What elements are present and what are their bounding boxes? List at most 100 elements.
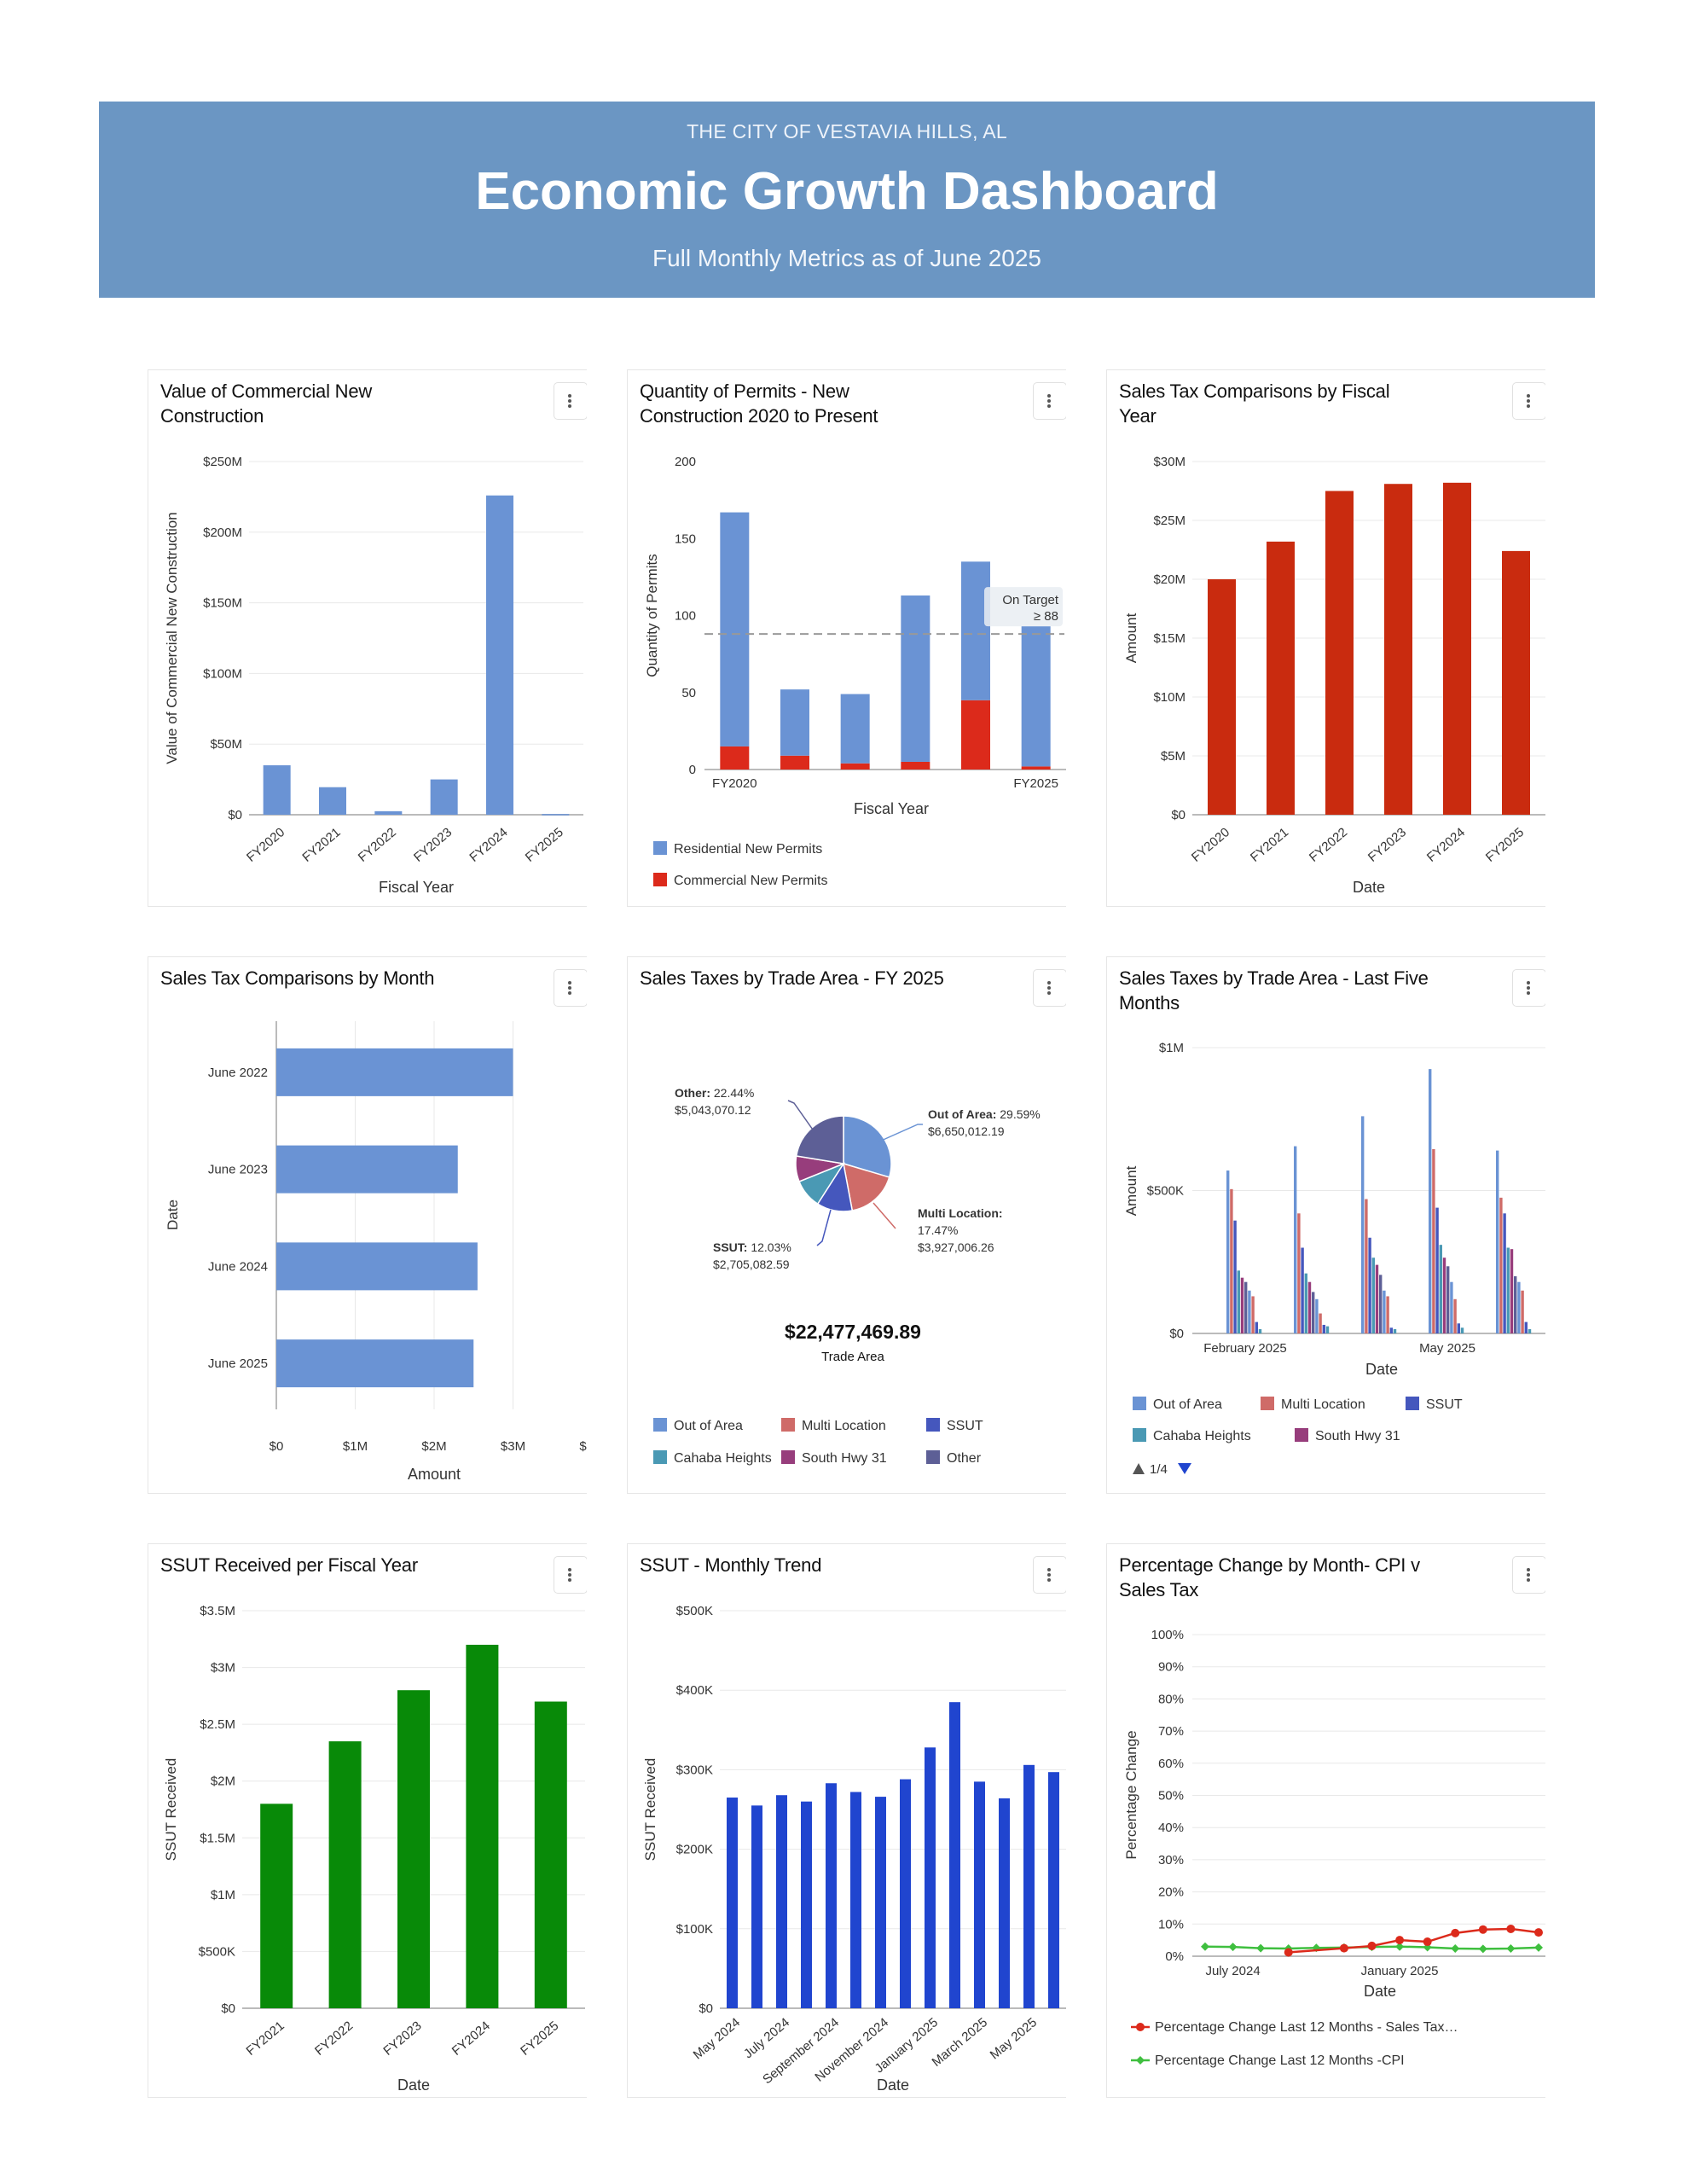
bar [900, 1779, 911, 2008]
y-tick-label: $200K [676, 1843, 713, 1857]
bar [1240, 1277, 1244, 1333]
x-tick-label: FY2020 [1189, 825, 1232, 865]
y-tick-label: $500K [676, 1604, 713, 1618]
bar [925, 1747, 936, 2008]
x-tick-label: FY2025 [1483, 825, 1527, 865]
x-tick-label: FY2023 [380, 2018, 424, 2059]
legend-label: Percentage Change Last 12 Months - Sales… [1155, 2020, 1458, 2035]
bar [1502, 550, 1530, 815]
bar [1443, 482, 1471, 815]
x-axis-label: Date [1365, 1361, 1398, 1378]
card-title-line: SSUT - Monthly Trend [640, 1554, 822, 1576]
bar [1393, 1328, 1397, 1333]
chart-menu-button[interactable] [1512, 382, 1545, 420]
x-tick-label: FY2024 [467, 825, 510, 865]
bar [751, 1805, 762, 2008]
x-tick-label: $1M [343, 1439, 368, 1454]
y-tick-label: 0% [1165, 1949, 1184, 1964]
legend-label: Out of Area [674, 1419, 743, 1433]
card-title: Sales Taxes by Trade Area - Last Five Mon… [1119, 966, 1429, 1015]
y-tick-label: 20% [1158, 1885, 1184, 1900]
bar-segment [840, 694, 870, 764]
y-axis-label: Date [165, 1199, 181, 1230]
pie-callout-text: 17.47% [918, 1223, 958, 1237]
legend-swatch [1261, 1397, 1274, 1410]
bar [1442, 1258, 1446, 1333]
y-tick-label: $300K [676, 1763, 713, 1777]
callout-line [787, 1100, 815, 1133]
chart-svg: $0 $500K $1M $1.5M $2M $2.5M $3M $3.5M FY2021 FY2… [163, 1604, 585, 2094]
x-tick-label: May 2025 [1419, 1341, 1475, 1356]
bar [1386, 1296, 1389, 1333]
x-tick-label: $2M [421, 1439, 446, 1454]
page-subtitle: Full Monthly Metrics as of June 2025 [652, 245, 1041, 271]
bar [1258, 1328, 1262, 1333]
bar [534, 1701, 567, 2008]
bar [1510, 1249, 1514, 1333]
chart-menu-button[interactable] [1512, 969, 1545, 1007]
chart-menu-button[interactable] [554, 1556, 587, 1594]
card-title-line: Percentage Change by Month- CPI v [1119, 1554, 1420, 1576]
y-tick-label: 70% [1158, 1724, 1184, 1739]
y-tick-label: $50M [210, 737, 242, 752]
x-tick-label: FY2021 [1248, 825, 1291, 865]
legend-label: South Hwy 31 [1315, 1429, 1400, 1443]
y-tick-label: $0 [1171, 808, 1186, 822]
x-tick-label: $4M [579, 1439, 587, 1454]
x-tick-label: FY2023 [411, 825, 455, 865]
bar [1496, 1150, 1499, 1333]
pie-slice [843, 1115, 892, 1178]
card-title: Sales Tax Comparisons by Month [160, 966, 435, 990]
bar [1432, 1148, 1435, 1333]
pie-callout-text: $5,043,070.12 [675, 1103, 751, 1117]
card-title-line: Construction 2020 to Present [640, 405, 878, 427]
more-vertical-icon [568, 394, 571, 408]
bar [1457, 1323, 1460, 1333]
x-tick-label: FY2023 [1365, 825, 1409, 865]
y-axis-label: Amount [1123, 613, 1139, 663]
y-tick-label: 150 [675, 531, 696, 546]
card-cpi-vs-sales-tax: Percentage Change by Month- CPI v Sales T… [1106, 1543, 1545, 2098]
y-tick-label: 30% [1158, 1853, 1184, 1867]
legend-label: Commercial New Permits [674, 874, 827, 888]
bar-segment [840, 763, 870, 770]
y-axis-label: SSUT Received [163, 1758, 179, 1862]
y-tick-label: 90% [1158, 1660, 1184, 1675]
legend-label: Other [947, 1451, 982, 1466]
bar [875, 1797, 886, 2008]
bar [466, 1644, 499, 2008]
bar [1435, 1207, 1439, 1333]
y-tick-label: $200M [203, 526, 242, 540]
chart-menu-button[interactable] [554, 382, 587, 420]
card-ssut-monthly: SSUT - Monthly Trend $0 $100K $200K $300K $40… [627, 1543, 1066, 2098]
series-point [1534, 1943, 1543, 1952]
card-trade-area-fy: Sales Taxes by Trade Area - FY 2025 Out o… [627, 956, 1066, 1494]
bar [1325, 1326, 1330, 1333]
x-tick-label: February 2025 [1203, 1341, 1287, 1356]
bar [999, 1798, 1010, 2008]
bar [1304, 1273, 1307, 1333]
pie-callout-text: $3,927,006.26 [918, 1240, 994, 1254]
chart-menu-button[interactable] [554, 969, 587, 1007]
y-tick-label: $0 [228, 808, 242, 822]
x-tick-label: FY2020 [712, 776, 757, 791]
legend-swatch [653, 1418, 667, 1432]
bar [1383, 1290, 1386, 1333]
y-tick-label: $2M [211, 1774, 235, 1789]
chart-menu-button[interactable] [1033, 969, 1066, 1007]
y-tick-label: $30M [1153, 455, 1186, 469]
legend-label: Residential New Permits [674, 842, 822, 857]
bar [1312, 1292, 1315, 1333]
chart-menu-button[interactable] [1033, 382, 1066, 420]
bar [1375, 1264, 1379, 1333]
x-tick-label: $0 [270, 1439, 284, 1454]
bar [1450, 1281, 1453, 1333]
bar [1023, 1764, 1035, 2008]
x-tick-label: FY2024 [449, 2018, 493, 2059]
chart-menu-button[interactable] [1512, 1556, 1545, 1594]
card-title: Sales Tax Comparisons by Fiscal Year [1119, 379, 1390, 428]
bar [1315, 1298, 1319, 1333]
y-tick-label: $1M [1159, 1041, 1184, 1055]
chart-menu-button[interactable] [1033, 1556, 1066, 1594]
series-point [1478, 1944, 1487, 1954]
